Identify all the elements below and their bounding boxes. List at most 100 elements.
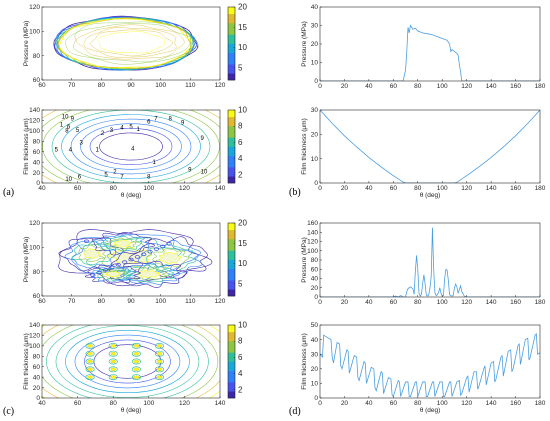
colorbar-segment <box>228 162 235 166</box>
y-axis-label: Film thickness (μm) <box>301 118 308 174</box>
dimple-contour <box>131 342 141 349</box>
y-tick-label: 60 <box>33 293 41 300</box>
x-tick-label: 180 <box>535 83 546 90</box>
colorbar-segment <box>228 361 235 365</box>
colorbar-tick-label: 20 <box>238 3 247 12</box>
colorbar-tick-label: 8 <box>238 337 243 346</box>
y-tick-label: 120 <box>29 4 40 11</box>
x-tick-label: 180 <box>535 185 546 192</box>
dimple-core <box>156 367 163 371</box>
y-tick-label: 30 <box>311 23 319 30</box>
colorbar-tick-label: 10 <box>238 43 247 52</box>
y-tick-label: 20 <box>33 385 41 392</box>
x-tick-label: 110 <box>185 298 196 305</box>
colorbar-segment <box>228 252 235 256</box>
colorbar-segment <box>228 388 235 392</box>
colorbar-segment <box>228 359 235 362</box>
colorbar-segment <box>228 9 235 12</box>
colorbar-segment <box>228 171 235 175</box>
x-tick-label: 110 <box>185 82 196 89</box>
contour-label: 6 <box>147 119 151 125</box>
colorbar-segment <box>228 22 235 26</box>
colorbar-segment <box>228 372 235 376</box>
colorbar-tick-label: 5 <box>238 279 243 288</box>
colorbar-segment <box>228 345 235 349</box>
y-tick-label: 100 <box>29 29 40 36</box>
colorbar-segment <box>228 241 235 244</box>
y-tick-label: 40 <box>33 374 41 381</box>
contour-label: 8 <box>168 116 172 122</box>
x-tick-label: 60 <box>74 400 82 407</box>
chart-a-top: 60 70 80 90 100 110 120 60 80 100 120 Pressure (MPa… <box>23 3 247 90</box>
colorbar-segment <box>228 370 235 374</box>
contour-line <box>70 118 192 175</box>
colorbar-segment <box>228 289 235 292</box>
contour-line <box>84 339 171 384</box>
y-tick-label: 80 <box>33 269 41 276</box>
x-tick-label: 120 <box>461 185 472 192</box>
y-tick-label: 140 <box>307 229 318 236</box>
contour-label: 1 <box>136 127 140 133</box>
colorbar-segment <box>228 36 235 40</box>
dimple-core <box>110 367 116 371</box>
colorbar-segment <box>228 264 235 267</box>
x-tick-label: 0 <box>318 83 322 90</box>
contour-line <box>134 255 140 259</box>
contour-line <box>137 239 203 275</box>
contour-label: 10 <box>62 114 69 120</box>
x-tick-label: 120 <box>461 400 472 407</box>
contour-label: 5 <box>55 148 59 154</box>
contour-line <box>152 248 190 269</box>
y-tick-label: 30 <box>311 107 319 114</box>
contour-label: 4 <box>131 147 135 153</box>
colorbar-tick-label: 10 <box>238 106 247 115</box>
x-tick-label: 160 <box>510 83 521 90</box>
y-tick-label: 60 <box>311 266 319 273</box>
colorbar-segment <box>228 119 235 122</box>
contour-line <box>106 237 137 249</box>
dimple-core <box>156 352 163 356</box>
colorbar-segment <box>228 43 235 47</box>
colorbar-segment <box>228 384 235 387</box>
colorbar-segment <box>228 29 235 33</box>
contour-line <box>128 257 134 262</box>
y-tick-label: 30 <box>311 351 319 358</box>
colorbar-segment <box>228 66 235 69</box>
colorbar-segment <box>228 32 235 35</box>
y-tick-label: 10 <box>311 381 319 388</box>
contour-label: 4 <box>120 126 124 132</box>
contour-line <box>65 21 200 65</box>
colorbar-segment <box>228 50 235 53</box>
x-tick-label: 60 <box>390 83 398 90</box>
colorbar-tick-label: 6 <box>238 353 243 362</box>
y-axis-label: Pressure (MPa) <box>23 21 30 67</box>
colorbar-segment <box>228 148 235 152</box>
colorbar-segment <box>228 141 235 145</box>
contour-label: 1 <box>60 123 64 129</box>
y-tick-label: 40 <box>311 276 319 283</box>
colorbar-segment <box>228 261 235 265</box>
colorbar-segment <box>228 354 235 358</box>
colorbar-segment <box>228 41 235 44</box>
colorbar-segment <box>228 379 235 383</box>
x-tick-label: 80 <box>414 400 422 407</box>
colorbar-segment <box>228 176 235 179</box>
x-tick-label: 40 <box>365 185 373 192</box>
colorbar-segment <box>228 34 235 37</box>
contour-line <box>147 249 153 254</box>
colorbar-segment <box>228 273 235 276</box>
dimple-core <box>133 359 139 364</box>
x-tick-label: 60 <box>38 82 46 89</box>
colorbar-tick-label: 2 <box>238 170 243 179</box>
colorbar-segment <box>228 268 235 272</box>
x-tick-label: 120 <box>215 82 226 89</box>
y-tick-label: 0 <box>314 78 318 85</box>
contour-label: 9 <box>188 167 192 173</box>
contour-line <box>160 244 166 249</box>
colorbar-segment <box>228 11 235 15</box>
colorbar-segment <box>228 340 235 344</box>
contour-line <box>89 128 173 166</box>
y-tick-label: 80 <box>33 138 41 145</box>
contour-line <box>96 270 102 275</box>
panel-label-c: (c) <box>3 406 14 417</box>
